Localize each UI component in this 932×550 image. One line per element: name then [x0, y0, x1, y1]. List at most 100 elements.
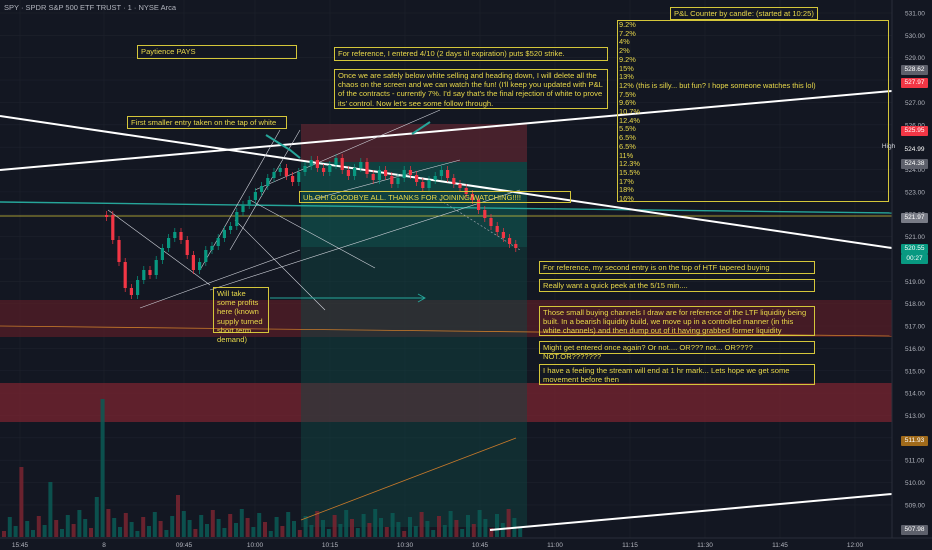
- highlight-marker-left: [265, 134, 301, 159]
- candle-body: [198, 262, 202, 270]
- time-label: 12:00: [847, 542, 864, 549]
- volume-bar: [471, 524, 476, 537]
- chart-title: SPY · SPDR S&P 500 ETF TRUST · 1 · NYSE …: [4, 3, 177, 12]
- volume-bar: [158, 521, 163, 537]
- volume-bar: [118, 527, 122, 537]
- volume-bar: [193, 529, 198, 537]
- volume-bar: [384, 527, 389, 537]
- time-label: 10:15: [322, 542, 339, 549]
- price-label: 516.00: [905, 346, 925, 353]
- annotation-peek[interactable]: Really want a quick peek at the 5/15 min…: [539, 279, 815, 292]
- annotation-safely-below[interactable]: Once we are safely below white selling a…: [334, 69, 608, 109]
- volume-bar: [234, 523, 238, 537]
- candle-body: [117, 240, 121, 262]
- candle-body: [458, 184, 462, 188]
- volume-bar: [19, 467, 24, 537]
- time-label: 10:30: [397, 542, 414, 549]
- volume-bar: [280, 526, 285, 537]
- candle-body: [371, 174, 375, 180]
- volume-bar: [332, 515, 337, 537]
- candle-body: [340, 158, 344, 170]
- annotation-might-enter[interactable]: Might get entered once again? Or not....…: [539, 341, 815, 361]
- candle-body: [508, 238, 512, 244]
- candle-body: [253, 192, 257, 200]
- candle-body: [421, 182, 425, 188]
- candle-body: [427, 180, 431, 188]
- volume-bar: [286, 512, 291, 537]
- candle-body: [167, 238, 171, 248]
- annotation-paytience[interactable]: Paytience PAYS: [137, 45, 297, 59]
- volume-bar: [216, 519, 221, 537]
- candle-body: [204, 250, 208, 262]
- pnl-entry: 15.5%: [619, 167, 640, 177]
- candle-body: [284, 168, 288, 176]
- pnl-panel[interactable]: [617, 20, 889, 202]
- volume-bar: [518, 527, 523, 537]
- volume-bar: [210, 510, 215, 537]
- volume-bar: [495, 514, 499, 537]
- orange-level: [0, 325, 893, 337]
- volume-bar: [344, 510, 349, 537]
- candle-body: [470, 194, 474, 200]
- candle-body: [278, 168, 282, 172]
- pnl-entry: 18%: [619, 185, 634, 195]
- volume-bar: [466, 515, 470, 537]
- pnl-entry: 4%: [619, 37, 630, 47]
- annotation-stream[interactable]: I have a feeling the stream will end at …: [539, 364, 815, 385]
- candle-body: [111, 215, 115, 240]
- pnl-entry: 12% (this is silly... but fun? I hope so…: [619, 80, 816, 90]
- candle-body: [402, 170, 406, 178]
- annotation-goodbye[interactable]: Uh OH! GOODBYE ALL. THANKS FOR JOINING/W…: [299, 191, 571, 203]
- volume-bar: [263, 522, 267, 537]
- volume-bar: [274, 517, 279, 537]
- short-position-target-extended: [301, 247, 527, 527]
- pnl-entry: 17%: [619, 176, 634, 186]
- time-label: 10:00: [247, 542, 264, 549]
- volume-bar: [152, 512, 157, 537]
- annotation-second-entry[interactable]: For reference, my second entry is on the…: [539, 261, 815, 274]
- volume-bar: [361, 514, 366, 537]
- volume-bar: [309, 525, 314, 537]
- time-axis-labels: 15:45 8 09:45 10:00 10:15 10:30 10:45 11:00 11:1…: [12, 542, 864, 549]
- volume-bar: [129, 522, 134, 537]
- price-label: 517.00: [905, 324, 925, 331]
- candle-body: [452, 178, 456, 184]
- candle-body: [291, 176, 295, 182]
- candle-body: [514, 244, 518, 248]
- buying-channels: [107, 109, 521, 311]
- price-label: 513.00: [905, 413, 925, 420]
- volume-bar: [135, 531, 140, 537]
- time-label: 11:15: [622, 542, 638, 549]
- price-tag: 527.97: [901, 78, 928, 88]
- volume-bar: [228, 514, 233, 537]
- volume-bar: [500, 523, 505, 537]
- pnl-entries: 9.2% 7.2% 4% 2% 9.2% 15% 13% 12% (this is silly…: [619, 20, 816, 204]
- teal-arrow: [270, 293, 426, 303]
- volume-bar: [65, 515, 70, 537]
- volume-bar: [448, 511, 453, 537]
- volume-bar: [60, 529, 64, 537]
- pnl-entry: 15%: [619, 63, 634, 73]
- candle-body: [136, 280, 140, 295]
- price-label: 529.00: [905, 55, 925, 62]
- volume-bar: [431, 530, 436, 537]
- candle-body: [359, 162, 363, 168]
- annotation-reference-entry[interactable]: For reference, I entered 4/10 (2 days ti…: [334, 47, 608, 61]
- candle-body: [210, 246, 214, 250]
- candle-body: [365, 162, 369, 174]
- volume-bar: [396, 522, 401, 537]
- price-label: 510.00: [905, 480, 925, 487]
- annotation-first-entry[interactable]: First smaller entry taken on the tap of …: [127, 116, 287, 129]
- candle-body: [247, 200, 251, 205]
- pnl-entry: 6.5%: [619, 133, 636, 143]
- annotation-channels[interactable]: Those small buying channels I draw are f…: [539, 306, 815, 336]
- candle-body: [328, 165, 332, 172]
- volume-bar: [83, 519, 88, 537]
- volume-bar: [141, 517, 146, 537]
- volume-bar: [390, 513, 395, 537]
- annotation-take-profits[interactable]: Will take some profits here (known suppl…: [213, 287, 269, 344]
- volume-bar: [123, 513, 128, 537]
- volume-bar: [408, 517, 412, 537]
- volume-bar: [239, 509, 244, 537]
